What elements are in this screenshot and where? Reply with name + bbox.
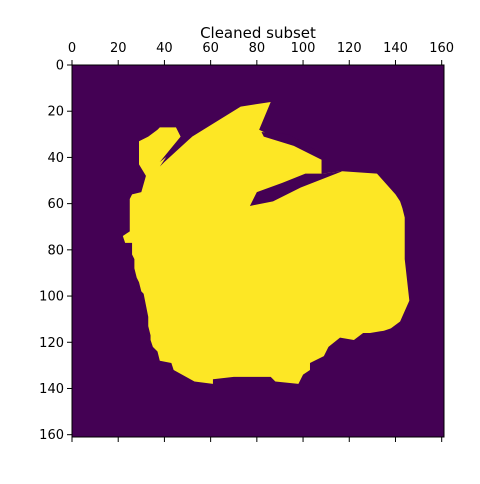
x-tick-label-7: 140 xyxy=(383,41,408,56)
y-tick-label-7: 140 xyxy=(39,382,64,397)
y-tick-label-5: 100 xyxy=(39,290,64,305)
x-tick-label-4: 80 xyxy=(249,41,266,56)
y-tick-label-1: 20 xyxy=(47,105,64,120)
x-tick-label-8: 160 xyxy=(429,41,454,56)
x-tick-label-3: 60 xyxy=(202,41,219,56)
y-tick-label-2: 40 xyxy=(47,151,64,166)
x-tick-label-5: 100 xyxy=(291,41,316,56)
x-tick-label-0: 0 xyxy=(68,41,76,56)
y-tick-label-8: 160 xyxy=(39,428,64,443)
y-tick-label-0: 0 xyxy=(56,59,64,74)
x-tick-label-2: 40 xyxy=(156,41,173,56)
y-tick-label-3: 60 xyxy=(47,197,64,212)
x-tick-label-1: 20 xyxy=(110,41,127,56)
y-tick-label-4: 80 xyxy=(47,243,64,258)
chart-title: Cleaned subset xyxy=(200,24,316,42)
x-tick-label-6: 120 xyxy=(337,41,362,56)
y-tick-label-6: 120 xyxy=(39,336,64,351)
plot-area xyxy=(72,65,444,437)
